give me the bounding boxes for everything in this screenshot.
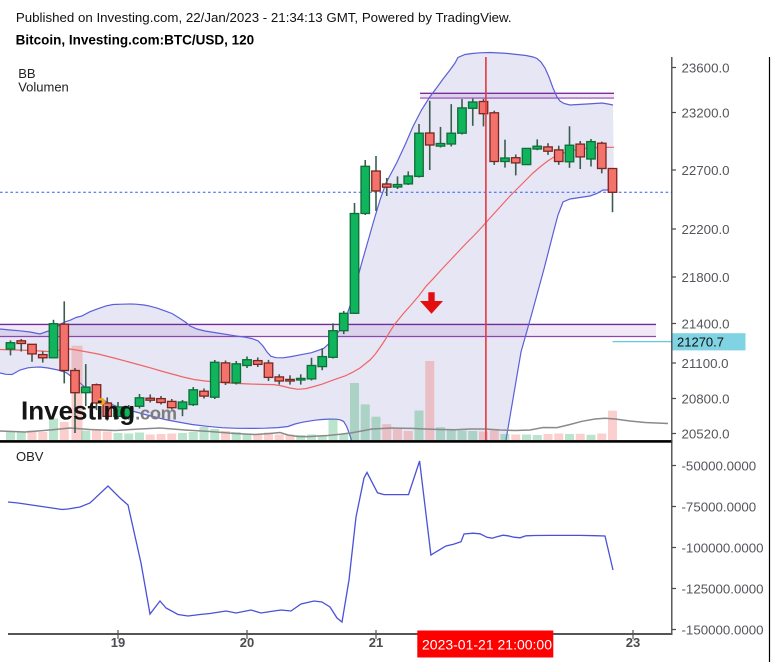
svg-text:21: 21 [369,635,383,650]
svg-text:20520.0: 20520.0 [682,426,730,441]
svg-text:-75000.0000: -75000.0000 [682,499,757,514]
svg-text:22200.0: 22200.0 [682,222,730,237]
svg-text:21270.7: 21270.7 [677,335,724,350]
svg-text:BB: BB [18,66,35,81]
svg-text:OBV: OBV [16,449,44,464]
svg-text:Bitcoin, Investing.com:BTC/USD: Bitcoin, Investing.com:BTC/USD, 120 [16,32,255,47]
svg-text:-150000.0000: -150000.0000 [682,622,764,637]
svg-text:19: 19 [111,635,125,650]
svg-text:-100000.0000: -100000.0000 [682,540,764,555]
svg-text:22700.0: 22700.0 [682,163,730,178]
svg-text:23200.0: 23200.0 [682,105,730,120]
svg-text:2023-01-21 21:00:00: 2023-01-21 21:00:00 [422,637,552,653]
svg-text:Volumen: Volumen [18,79,69,94]
svg-text:20800.0: 20800.0 [682,391,730,406]
svg-text:-50000.0000: -50000.0000 [682,458,757,473]
svg-text:21100.0: 21100.0 [682,356,729,371]
svg-text:Published on Investing.com, 22: Published on Investing.com, 22/Jan/2023 … [16,10,512,25]
svg-text:-125000.0000: -125000.0000 [682,581,764,596]
svg-text:23: 23 [626,635,640,650]
svg-text:21800.0: 21800.0 [682,270,730,285]
svg-text:23600.0: 23600.0 [682,60,730,75]
svg-text:20: 20 [240,635,254,650]
svg-text:21400.0: 21400.0 [682,316,730,331]
